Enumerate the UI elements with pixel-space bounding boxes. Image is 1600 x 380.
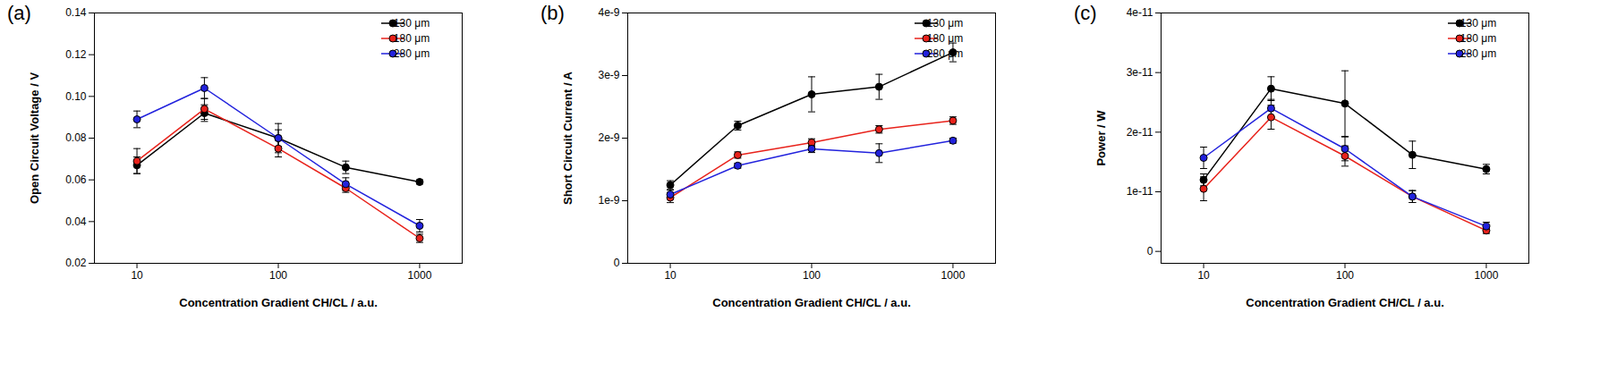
svg-text:Concentration Gradient CH/CL /: Concentration Gradient CH/CL / a.u. (712, 296, 911, 310)
svg-text:100: 100 (269, 269, 288, 282)
svg-text:3e-9: 3e-9 (597, 68, 620, 82)
svg-text:4e-9: 4e-9 (597, 6, 620, 19)
svg-text:2e-9: 2e-9 (597, 131, 620, 145)
svg-text:1000: 1000 (941, 269, 966, 282)
svg-text:100: 100 (1336, 269, 1354, 282)
svg-text:Concentration Gradient CH/CL /: Concentration Gradient CH/CL / a.u. (178, 296, 378, 310)
svg-text:0.10: 0.10 (65, 90, 87, 103)
svg-text:0.06: 0.06 (65, 173, 87, 187)
svg-text:280 μm: 280 μm (927, 47, 963, 60)
svg-text:10: 10 (1197, 269, 1210, 282)
svg-text:100: 100 (802, 269, 821, 282)
html-text:(a): (a) (7, 1, 32, 25)
html-text:(b): (b) (540, 1, 565, 25)
svg-text:Power / W: Power / W (1094, 110, 1108, 167)
svg-text:Short Circuit Current / A: Short Circuit Current / A (561, 70, 575, 205)
svg-text:10: 10 (130, 269, 144, 282)
svg-text:130 μm: 130 μm (927, 17, 963, 30)
svg-text:10: 10 (663, 269, 677, 282)
svg-text:1000: 1000 (408, 269, 433, 282)
svg-text:0: 0 (613, 256, 621, 270)
svg-text:1e-9: 1e-9 (597, 194, 620, 207)
svg-text:180 μm: 180 μm (1460, 32, 1497, 45)
svg-text:0.04: 0.04 (65, 215, 87, 229)
svg-text:180 μm: 180 μm (927, 32, 963, 45)
svg-text:2e-11: 2e-11 (1126, 126, 1154, 139)
svg-text:4e-11: 4e-11 (1126, 6, 1154, 19)
svg-text:130 μm: 130 μm (393, 17, 430, 30)
svg-text:0.08: 0.08 (65, 131, 87, 145)
svg-text:0.02: 0.02 (65, 256, 87, 270)
svg-text:Concentration Gradient CH/CL /: Concentration Gradient CH/CL / a.u. (1245, 296, 1445, 310)
svg-text:280 μm: 280 μm (393, 47, 430, 60)
svg-text:280 μm: 280 μm (1460, 47, 1497, 60)
svg-text:1000: 1000 (1474, 269, 1499, 282)
svg-text:180 μm: 180 μm (393, 32, 430, 45)
svg-text:130 μm: 130 μm (1460, 17, 1497, 30)
svg-text:3e-11: 3e-11 (1126, 66, 1154, 79)
html-text:(c): (c) (1073, 1, 1097, 25)
svg-text:0: 0 (1147, 245, 1154, 258)
svg-text:0.12: 0.12 (65, 48, 87, 61)
svg-text:Open Circuit Voltage / V: Open Circuit Voltage / V (27, 72, 42, 205)
svg-text:1e-11: 1e-11 (1126, 185, 1154, 198)
svg-text:0.14: 0.14 (65, 6, 87, 19)
